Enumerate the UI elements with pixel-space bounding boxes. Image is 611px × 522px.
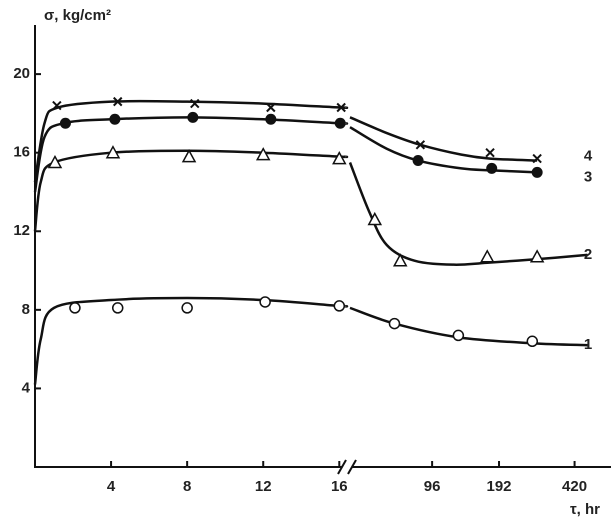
marker [415, 140, 426, 150]
marker [526, 335, 539, 348]
series-label: 1 [584, 336, 592, 353]
y-tick-label: 8 [22, 301, 30, 318]
x-tick-label: 96 [424, 478, 441, 495]
marker [181, 302, 193, 314]
marker [529, 249, 545, 263]
x-tick-label: 8 [183, 478, 191, 495]
marker [336, 102, 346, 113]
marker [52, 100, 62, 111]
marker [105, 145, 121, 159]
fit-curve [33, 149, 588, 266]
series-label: 2 [584, 246, 592, 263]
marker [480, 249, 495, 263]
marker [47, 154, 63, 169]
marker [69, 302, 81, 314]
marker [531, 166, 543, 178]
marker [109, 113, 121, 125]
marker [452, 329, 465, 342]
x-tick-label: 192 [487, 478, 512, 495]
y-tick-label: 16 [13, 144, 30, 161]
marker [259, 296, 271, 308]
marker [187, 111, 199, 123]
marker [388, 317, 401, 330]
fit-curve [33, 99, 538, 183]
marker [113, 96, 123, 107]
x-tick-label: 12 [255, 478, 272, 495]
marker [485, 147, 495, 158]
x-tick-label: 16 [331, 478, 348, 495]
marker [190, 98, 200, 109]
x-axis-label: τ, hr [570, 501, 600, 518]
marker [367, 211, 383, 226]
marker [333, 300, 346, 312]
axis-break [337, 459, 347, 475]
marker [334, 117, 346, 129]
marker [59, 117, 71, 129]
marker [412, 155, 424, 167]
y-tick-label: 20 [13, 65, 30, 82]
marker [265, 113, 277, 125]
series-label: 4 [584, 148, 593, 165]
y-axis-label: σ, kg/cm² [44, 7, 111, 24]
marker [181, 149, 197, 163]
marker [392, 253, 408, 267]
marker [255, 147, 271, 161]
y-tick-label: 4 [22, 379, 31, 396]
x-tick-label: 4 [107, 478, 116, 495]
x-tick-label: 420 [562, 478, 587, 495]
axis-break [347, 459, 357, 475]
y-tick-label: 12 [13, 222, 30, 239]
marker [532, 153, 542, 164]
series-label: 3 [584, 168, 592, 185]
marker [486, 162, 498, 174]
marker [266, 102, 276, 113]
marker [332, 151, 347, 165]
marker [111, 302, 124, 314]
